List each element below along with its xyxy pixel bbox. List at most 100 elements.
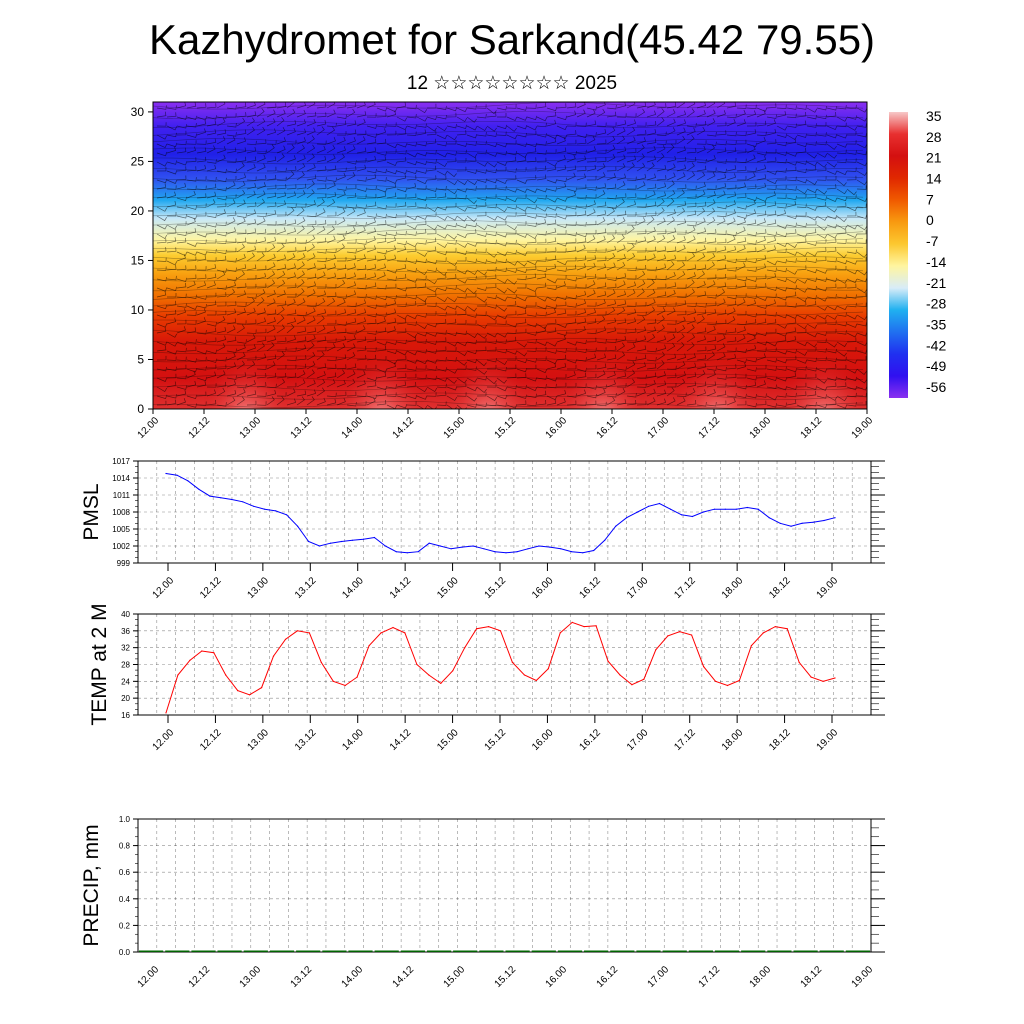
- temp-2m-point-21: [416, 663, 418, 666]
- temp-2m-point-37: [607, 660, 609, 662]
- pmsl-point-8: [253, 505, 255, 507]
- hm-xtick-label-5: 14.12: [391, 415, 417, 441]
- precip-bar-25: [793, 950, 818, 952]
- temp-2m-xtick-label-11: 17.12: [672, 727, 698, 753]
- temp-2m-ylabel: TEMP at 2 M: [88, 603, 111, 725]
- temp-2m-point-41: [655, 649, 657, 651]
- hm-ytick-label-0: 0: [137, 402, 144, 416]
- temp-2m-xtick-label-4: 14.00: [340, 727, 366, 753]
- hm-xtick-label-6: 15.00: [442, 415, 468, 441]
- pmsl-xtick-label-2: 13.00: [246, 575, 272, 601]
- precip-ytick-label-4: 0.8: [119, 842, 131, 851]
- temp-2m-point-19: [392, 626, 394, 629]
- temp-2m-point-56: [834, 677, 836, 679]
- temp-2m-point-25: [464, 647, 466, 649]
- temp-2m-xtick-label-0: 12.00: [151, 727, 177, 753]
- precip-bar-26: [819, 950, 844, 952]
- colorbar-label-11: -42: [926, 337, 946, 353]
- temp-2m-xtick-label-3: 13.12: [293, 727, 319, 753]
- temp-2m-point-52: [786, 628, 788, 630]
- temp-2m-point-0: [165, 712, 167, 714]
- precip-bar-4: [243, 950, 268, 952]
- pmsl-point-12: [297, 525, 299, 527]
- heatmap-field: [153, 102, 867, 409]
- pmsl-xtick-label-9: 16.12: [578, 575, 604, 601]
- temp-2m-point-48: [738, 679, 741, 682]
- pmsl-point-59: [812, 521, 814, 523]
- colorbar-label-12: -49: [926, 358, 946, 374]
- precip-bar-6: [296, 950, 321, 952]
- pmsl-ytick-label-4: 1011: [113, 491, 131, 500]
- hm-ytick-label-4: 20: [131, 204, 145, 218]
- temp-2m-point-49: [750, 645, 753, 647]
- pmsl-grid: [138, 461, 871, 563]
- pmsl-point-56: [779, 522, 781, 524]
- temp-2m-point-54: [810, 676, 812, 678]
- temp-2m-grid: [138, 614, 871, 715]
- temp-2m-xtick-label-12: 18.00: [720, 727, 746, 753]
- pmsl-point-1: [176, 474, 178, 476]
- temp-2m-point-53: [798, 661, 800, 664]
- temp-2m-point-44: [691, 634, 693, 636]
- temp-2m-point-13: [320, 661, 322, 664]
- pmsl-point-7: [242, 501, 244, 503]
- temp-2m-point-7: [249, 694, 251, 696]
- precip-xtick-label-3: 13.12: [289, 964, 315, 990]
- pmsl-point-0: [165, 472, 167, 475]
- pmsl-point-28: [472, 545, 474, 547]
- precip-panel: 0.0 0.2 0.4 0.6 0.8 1.0 PRECIP, mm 12.00 12.12 13…: [80, 815, 885, 990]
- hm-xtick-label-12: 18.00: [748, 415, 774, 441]
- pmsl-xtick-label-13: 18.12: [767, 575, 793, 601]
- temp-2m-point-36: [595, 625, 597, 627]
- hm-xtick-label-0: 12.00: [136, 415, 162, 441]
- temp-2m-point-33: [559, 632, 561, 634]
- hm-xtick-label-1: 12.12: [187, 415, 213, 441]
- colorbar: [889, 112, 908, 398]
- pmsl-point-46: [669, 508, 672, 510]
- temp-2m-ytick-label-1: 20: [121, 694, 130, 703]
- temp-2m-point-17: [368, 645, 370, 647]
- temp-2m-point-32: [547, 668, 549, 670]
- pmsl-point-33: [527, 548, 529, 550]
- colorbar-label-6: -7: [926, 233, 939, 249]
- temp-2m-point-55: [822, 680, 824, 682]
- pmsl-point-22: [406, 552, 408, 554]
- pmsl-panel: 999 1002 1005 1008 1011 1014 1017 PMSL 12.00 12.1…: [80, 457, 885, 601]
- pmsl-point-52: [735, 508, 737, 510]
- precip-xtick-label-0: 12.00: [136, 964, 162, 990]
- hm-xtick-label-14: 19.00: [850, 415, 876, 441]
- temp-2m-point-4: [213, 652, 215, 654]
- temp-2m-point-10: [284, 638, 287, 640]
- pmsl-point-21: [395, 551, 397, 553]
- temp-2m-point-23: [440, 682, 442, 685]
- precip-bar-27: [845, 950, 870, 952]
- precip-xtick-label-1: 12.12: [187, 964, 213, 990]
- pmsl-point-41: [615, 525, 617, 527]
- pmsl-ytick-label-0: 999: [117, 559, 131, 568]
- warm-core-0: [203, 329, 288, 409]
- hm-ytick-label-6: 30: [131, 105, 145, 119]
- pmsl-point-29: [483, 548, 485, 550]
- pmsl-point-31: [505, 552, 507, 554]
- pmsl-point-23: [417, 551, 419, 553]
- pmsl-xtick-label-11: 17.12: [672, 575, 698, 601]
- hm-xtick-label-11: 17.12: [697, 415, 723, 441]
- temp-2m-ytick-label-2: 24: [121, 677, 130, 686]
- temp-2m-point-28: [499, 630, 502, 632]
- pmsl-point-58: [801, 522, 803, 524]
- pmsl-xtick-label-8: 16.00: [530, 575, 556, 601]
- precip-xtick-label-7: 15.12: [493, 964, 519, 990]
- colorbar-label-2: 21: [926, 150, 942, 166]
- pmsl-point-61: [834, 517, 836, 519]
- temp-2m-ytick-label-5: 36: [121, 627, 130, 636]
- temp-2m-point-3: [201, 650, 203, 652]
- precip-bar-14: [505, 950, 530, 952]
- colorbar-label-7: -14: [926, 254, 946, 270]
- temp-2m-point-14: [332, 680, 334, 682]
- temp-2m-point-1: [177, 674, 179, 676]
- temp-2m-point-12: [308, 632, 310, 634]
- colorbar-label-8: -21: [926, 275, 946, 291]
- pmsl-point-43: [637, 511, 639, 513]
- precip-ytick-label-1: 0.2: [119, 921, 131, 930]
- precip-ytick-label-2: 0.4: [119, 895, 131, 904]
